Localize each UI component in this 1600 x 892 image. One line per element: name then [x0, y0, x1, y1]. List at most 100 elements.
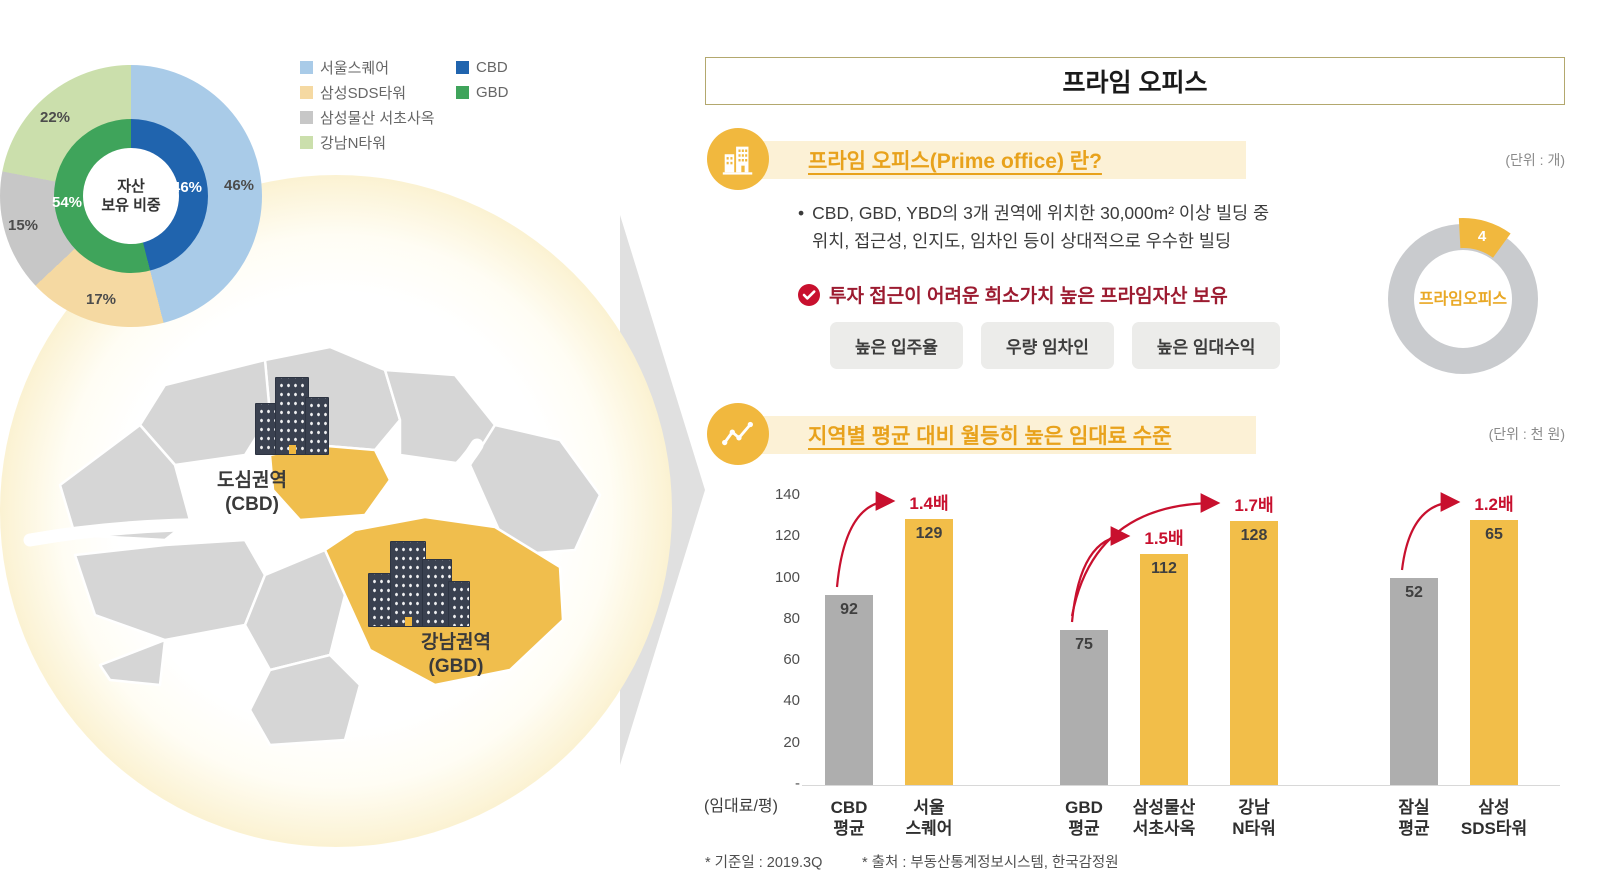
- donut2-center-label: 프라임오피스: [1418, 291, 1508, 308]
- gbd-buildings-icon: [368, 527, 478, 631]
- footnote-source: * 출처 : 부동산통계정보시스템, 한국감정원: [862, 855, 1119, 871]
- legend-label: 강남N타워: [320, 135, 387, 152]
- legend-label: 서울스퀘어: [320, 60, 390, 77]
- y-axis-zero: -: [795, 775, 800, 792]
- bar-x-label: 강남 N타워: [1232, 798, 1276, 839]
- check-icon: [798, 283, 820, 306]
- legend-swatch: [300, 61, 313, 74]
- bar-owned-asset: 65: [1470, 520, 1518, 785]
- building-icon: [305, 397, 329, 455]
- bar-x-label: GBD 평균: [1065, 798, 1103, 839]
- chart-section-icon: [707, 403, 769, 465]
- bar-value: 75: [1075, 636, 1093, 653]
- footnote-basis-date: * 기준일 : 2019.3Q: [705, 855, 823, 871]
- rent-comparison-bar-chart: - 20 40 60 80 100 120 140 (임대료/평) 92 CBD 평균 129 서…: [704, 482, 1570, 887]
- highlight-statement: 투자 접근이 어려운 희소가치 높은 프라임자산 보유: [798, 281, 1228, 308]
- legend-item: GBD: [456, 80, 546, 105]
- donut-count-value: 4: [1478, 228, 1487, 245]
- bar-area-average: 52: [1390, 578, 1438, 785]
- y-axis-tick: 100: [774, 568, 800, 586]
- building-glyph-icon: [722, 146, 753, 175]
- legend-swatch: [456, 61, 469, 74]
- section2-unit: (단위 : 천 원): [1488, 426, 1565, 442]
- pct-seocho: 15%: [8, 217, 39, 234]
- asset-allocation-donut: 자산 보유 비중 46% 22% 15% 17% 46% 54%: [0, 65, 262, 327]
- y-axis-tick: 120: [774, 527, 800, 545]
- legend-item: 서울스퀘어: [300, 55, 460, 80]
- highlight-text: 투자 접근이 어려운 희소가치 높은 프라임자산 보유: [829, 286, 1228, 307]
- bar-value: 65: [1485, 526, 1503, 543]
- building-icon: [448, 581, 470, 627]
- y-axis-tick: 20: [783, 733, 800, 751]
- donut-yellow-wedge: [1458, 218, 1511, 259]
- district-southwest: [73, 538, 267, 642]
- pill-occupancy: 높은 입주율: [830, 322, 963, 369]
- multiplier-label: 1.5배: [1144, 529, 1184, 548]
- legend-item: 삼성SDS타워: [300, 80, 460, 105]
- pct-cbd: 46%: [172, 179, 203, 196]
- cbd-buildings-icon: [255, 367, 347, 459]
- building-icon: [275, 377, 309, 455]
- section2-heading-band: 지역별 평균 대비 월등히 높은 임대료 수준: [738, 416, 1256, 454]
- legend-label: CBD: [476, 59, 508, 76]
- bar-owned-asset: 112: [1140, 554, 1188, 785]
- seoul-district-map: [23, 345, 602, 747]
- pct-ntower: 22%: [40, 109, 71, 126]
- panel-title-box: 프라임 오피스: [705, 57, 1565, 105]
- han-river: [23, 438, 484, 547]
- bar-value: 112: [1151, 560, 1177, 577]
- legend-item: CBD: [456, 55, 546, 80]
- legend-label: 삼성SDS타워: [320, 85, 407, 102]
- feature-pills: 높은 입주율 우량 임차인 높은 임대수익: [830, 322, 1281, 369]
- panel-title: 프라임 오피스: [1062, 69, 1208, 97]
- y-axis-tick: 80: [783, 609, 800, 627]
- bar-value: 129: [915, 525, 943, 542]
- pct-seoul-square: 46%: [224, 177, 255, 194]
- legend-swatch: [300, 136, 313, 149]
- bar-area-average: 92: [825, 595, 873, 785]
- district-far-southwest: [98, 638, 167, 687]
- multiplier-label: 1.2배: [1474, 495, 1514, 514]
- legend-item: 강남N타워: [300, 130, 460, 155]
- building-icon: [422, 559, 452, 627]
- legend-item: 삼성물산 서초사옥: [300, 105, 460, 130]
- y-axis-label: (임대료/평): [704, 798, 778, 815]
- prime-office-donut-chart: 4: [1388, 218, 1538, 374]
- bar-x-label: 잠실 평균: [1398, 798, 1430, 839]
- bar-owned-asset: 128: [1230, 521, 1278, 785]
- y-axis-tick: 40: [783, 692, 800, 710]
- y-axis-tick: 60: [783, 651, 800, 669]
- bullet-marker: •: [798, 203, 805, 223]
- bar-area-average: 75: [1060, 630, 1108, 785]
- prime-office-definition: • CBD, GBD, YBD의 3개 권역에 위치한 30,000m² 이상 …: [798, 199, 1378, 255]
- district-south-south: [248, 653, 362, 747]
- multiplier-label: 1.4배: [909, 494, 949, 513]
- legend-label: 삼성물산 서초사옥: [320, 110, 435, 127]
- bar-x-label: 삼성 SDS타워: [1460, 798, 1528, 839]
- building-icon: [390, 541, 426, 627]
- pill-tenant: 우량 임차인: [980, 322, 1114, 369]
- pct-sds-tower: 17%: [86, 291, 117, 308]
- section1-unit: (단위 : 개): [1505, 152, 1565, 168]
- legend-swatch: [300, 111, 313, 124]
- bar-x-label: 서울 스퀘어: [905, 798, 953, 839]
- y-axis-tick: 140: [774, 486, 800, 503]
- section1-heading: 프라임 오피스(Prime office) 란?: [808, 150, 1102, 173]
- multiplier-label: 1.7배: [1234, 496, 1274, 515]
- pill-rental-income: 높은 임대수익: [1131, 322, 1281, 369]
- bar-value: 128: [1240, 527, 1268, 544]
- bar-value: 52: [1405, 584, 1423, 601]
- legend-swatch: [300, 86, 313, 99]
- bar-x-label: CBD 평균: [830, 798, 868, 839]
- line-chart-glyph-icon: [722, 421, 754, 446]
- section2-heading: 지역별 평균 대비 월등히 높은 임대료 수준: [808, 425, 1172, 448]
- bar-x-label: 삼성물산 서초사옥: [1132, 798, 1196, 839]
- legend-label: GBD: [476, 84, 509, 101]
- gbd-region-label: 강남권역 (GBD): [421, 632, 491, 677]
- prime-office-donut: 4 프라임오피스: [1368, 202, 1558, 392]
- cbd-region-label: 도심권역 (CBD): [217, 470, 287, 515]
- definition-text: CBD, GBD, YBD의 3개 권역에 위치한 30,000m² 이상 빌딩…: [812, 203, 1270, 251]
- bar-owned-asset: 129: [905, 519, 953, 785]
- building-section-icon: [707, 128, 769, 190]
